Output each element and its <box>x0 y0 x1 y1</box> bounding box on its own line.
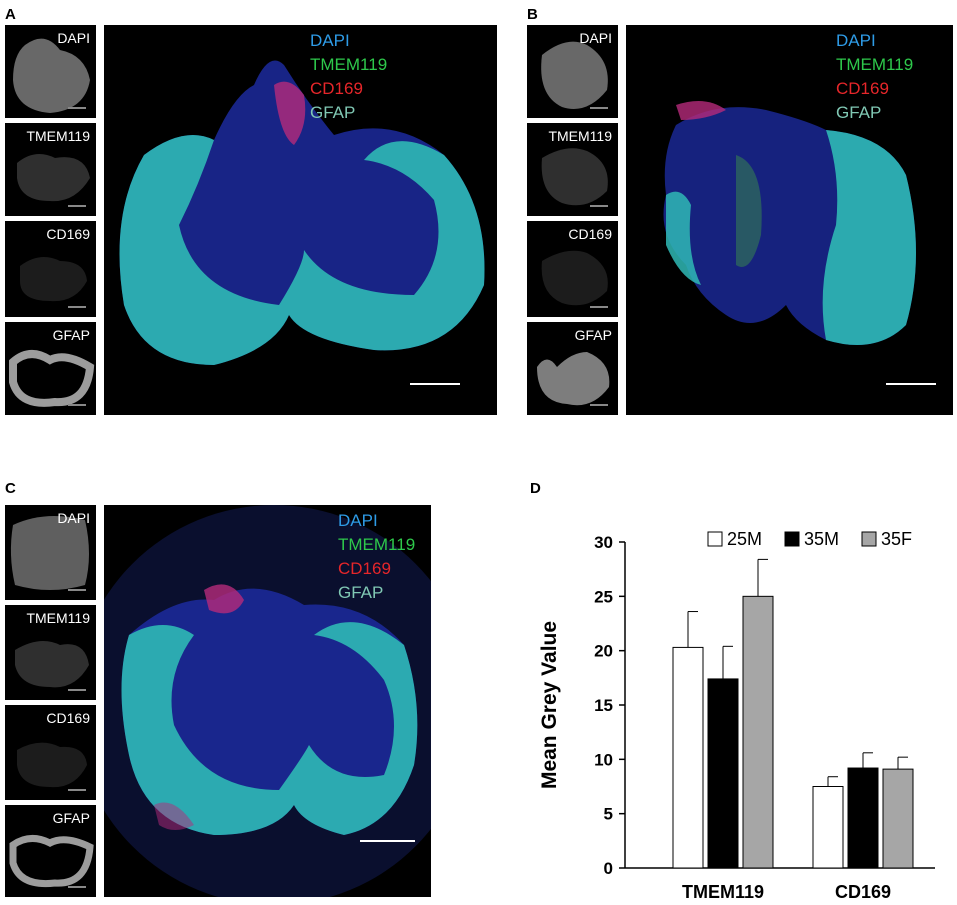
tissue-section-a <box>119 60 485 365</box>
scale-bar <box>886 383 936 385</box>
tissue-thumb-shape <box>13 38 90 113</box>
thumb-b-cd169: CD169 <box>527 221 618 317</box>
bar <box>742 595 774 869</box>
tissue-thumb-shape <box>541 41 608 109</box>
scale-bar <box>68 689 86 691</box>
legend-dapi: DAPI <box>338 511 378 530</box>
bar <box>847 767 879 869</box>
legend-a: DAPI TMEM119 CD169 GFAP <box>310 29 387 125</box>
thumb-c-gfap: GFAP <box>5 805 96 897</box>
y-tick-label: 5 <box>604 805 613 824</box>
y-axis-label: Mean Grey Value <box>538 621 561 789</box>
bar <box>882 768 914 869</box>
scale-bar <box>68 107 86 109</box>
panel-label-d: D <box>530 480 541 497</box>
category-label: CD169 <box>835 882 891 900</box>
thumb-a-cd169: CD169 <box>5 221 96 317</box>
legend-label: 35F <box>881 529 912 549</box>
y-tick-label: 20 <box>594 642 613 661</box>
thumb-c-tmem119: TMEM119 <box>5 605 96 700</box>
thumb-label: GFAP <box>52 327 90 343</box>
micrograph-a: DAPI TMEM119 CD169 GFAP <box>104 25 497 415</box>
y-tick-label: 10 <box>594 750 613 769</box>
thumb-label: DAPI <box>57 30 90 46</box>
legend-gfap: GFAP <box>338 583 384 602</box>
legend-label: 35M <box>804 529 839 549</box>
thumb-label: GFAP <box>52 810 90 826</box>
tissue-thumb-shape <box>17 154 90 202</box>
tissue-thumb-shape <box>541 250 608 306</box>
legend-cd169: CD169 <box>836 79 889 98</box>
scale-bar <box>590 205 608 207</box>
tissue-thumb-shape <box>9 350 95 407</box>
thumb-c-dapi: DAPI <box>5 505 96 600</box>
legend-tmem119: TMEM119 <box>310 55 388 74</box>
legend-gfap: GFAP <box>310 103 356 122</box>
thumb-a-tmem119: TMEM119 <box>5 123 96 216</box>
thumb-label: TMEM119 <box>26 610 90 626</box>
thumb-label: GFAP <box>574 327 612 343</box>
scale-bar <box>68 789 86 791</box>
scale-bar <box>590 306 608 308</box>
y-tick-label: 15 <box>594 696 613 715</box>
tissue-section-c <box>104 505 431 897</box>
y-tick-label: 30 <box>594 533 613 552</box>
legend-dapi: DAPI <box>310 31 350 50</box>
panel-label-c: C <box>5 480 16 497</box>
thumb-b-gfap: GFAP <box>527 322 618 415</box>
legend-cd169: CD169 <box>338 559 391 578</box>
y-tick-label: 25 <box>594 587 613 606</box>
thumb-label: DAPI <box>57 510 90 526</box>
scale-bar <box>68 205 86 207</box>
scale-bar <box>68 886 86 888</box>
legend-b: DAPI TMEM119 CD169 GFAP <box>836 29 913 125</box>
tissue-thumb-shape <box>537 352 610 406</box>
micrograph-b: DAPI TMEM119 CD169 GFAP <box>626 25 953 415</box>
tissue-thumb-shape <box>10 516 90 590</box>
panel-label-a: A <box>5 6 16 23</box>
thumb-c-cd169: CD169 <box>5 705 96 800</box>
thumb-b-dapi: DAPI <box>527 25 618 118</box>
scale-bar <box>590 404 608 406</box>
scale-bar <box>68 306 86 308</box>
thumb-label: CD169 <box>46 226 90 242</box>
micrograph-c: DAPI TMEM119 CD169 GFAP <box>104 505 431 897</box>
legend-cd169: CD169 <box>310 79 363 98</box>
thumb-label: TMEM119 <box>548 128 612 144</box>
bar <box>812 786 844 869</box>
legend-gfap: GFAP <box>836 103 882 122</box>
scale-bar <box>360 840 415 842</box>
scale-bar <box>410 383 460 385</box>
bar-chart: 0 5 10 15 20 25 30 Mean Grey Value TMEM119 CD169 2… <box>538 529 935 900</box>
bar <box>672 646 704 869</box>
legend-label: 25M <box>727 529 762 549</box>
scale-bar <box>590 107 608 109</box>
scale-bar <box>68 589 86 591</box>
y-tick-label: 0 <box>604 859 613 878</box>
tissue-thumb-shape <box>15 641 89 688</box>
tissue-thumb-shape <box>20 257 87 302</box>
legend-tmem119: TMEM119 <box>836 55 914 74</box>
category-label: TMEM119 <box>682 882 764 900</box>
thumb-a-gfap: GFAP <box>5 322 96 415</box>
legend-c: DAPI TMEM119 CD169 GFAP <box>338 509 415 605</box>
panel-label-b: B <box>527 6 538 23</box>
thumb-label: TMEM119 <box>26 128 90 144</box>
thumb-label: DAPI <box>579 30 612 46</box>
legend-tmem119: TMEM119 <box>338 535 416 554</box>
tissue-thumb-shape <box>541 148 608 206</box>
tissue-section-b <box>663 101 916 345</box>
tissue-thumb-shape <box>9 835 94 888</box>
thumb-label: CD169 <box>46 710 90 726</box>
tissue-thumb-shape <box>17 742 87 788</box>
scale-bar <box>68 404 86 406</box>
legend-swatch <box>784 531 800 547</box>
legend-swatch <box>707 531 723 547</box>
thumb-label: CD169 <box>568 226 612 242</box>
thumb-a-dapi: DAPI <box>5 25 96 118</box>
thumb-b-tmem119: TMEM119 <box>527 123 618 216</box>
bar <box>707 678 739 869</box>
legend-dapi: DAPI <box>836 31 876 50</box>
legend-swatch <box>861 531 877 547</box>
